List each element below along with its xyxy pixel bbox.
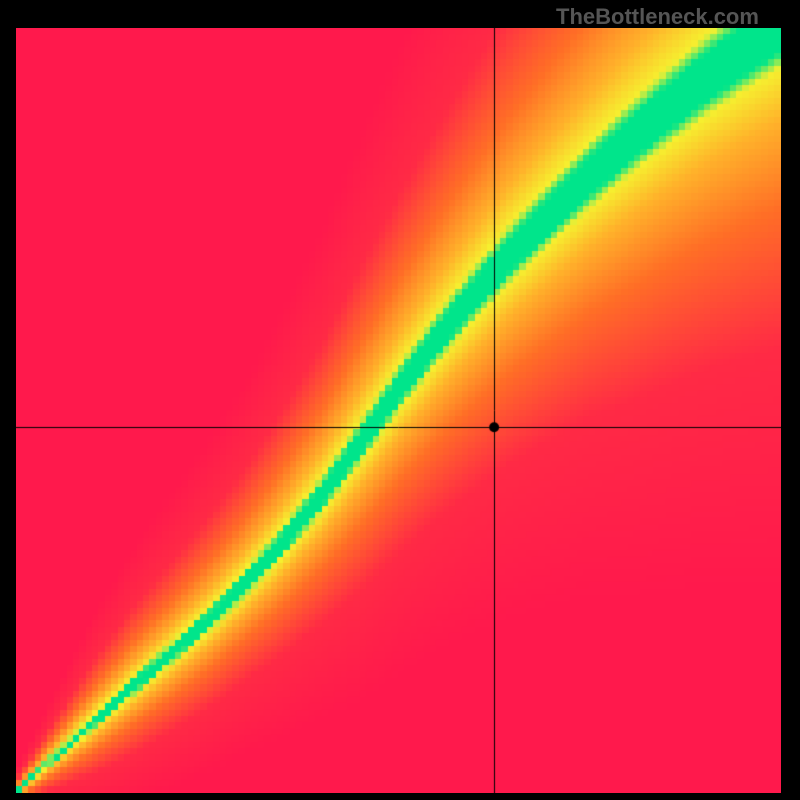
bottleneck-heatmap [16,28,781,793]
stage: TheBottleneck.com [0,0,800,800]
attribution-text: TheBottleneck.com [556,4,759,30]
